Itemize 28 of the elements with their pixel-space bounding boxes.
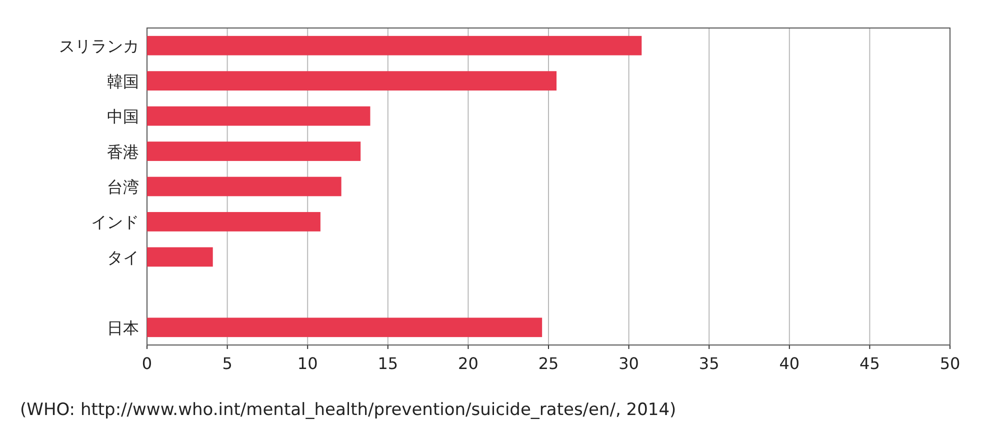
x-tick-label: 10: [297, 354, 318, 373]
x-tick-label: 45: [860, 354, 880, 373]
bar: [147, 212, 320, 232]
x-tick-label: 25: [538, 354, 559, 373]
y-tick-label: 中国: [107, 107, 139, 126]
y-tick-label: 韓国: [107, 72, 139, 91]
bar: [147, 106, 370, 126]
x-tick-label: 5: [222, 354, 232, 373]
bar: [147, 247, 213, 267]
x-tick-label: 40: [779, 354, 800, 373]
bar: [147, 176, 342, 196]
y-tick-label: スリランカ: [59, 36, 139, 56]
x-tick-label: 50: [940, 354, 960, 373]
x-tick-label: 20: [458, 354, 478, 373]
y-tick-label: インド: [91, 212, 139, 232]
bar: [147, 36, 642, 56]
y-tick-label: 日本: [107, 318, 139, 338]
y-tick-label: 香港: [107, 142, 139, 162]
x-tick-label: 35: [698, 354, 720, 373]
bar: [147, 318, 542, 338]
x-tick-label: 30: [618, 354, 639, 373]
x-tick-label: 15: [378, 354, 398, 373]
bar: [147, 142, 361, 161]
text: (WHO: http://www.who.int/mental_health/prevention/suicide_rates/en/, 2014): [20, 400, 676, 420]
bar: [147, 71, 557, 91]
y-tick-label: タイ: [107, 248, 139, 267]
y-tick-label: 台湾: [107, 178, 139, 196]
x-tick-label: 0: [142, 354, 152, 373]
